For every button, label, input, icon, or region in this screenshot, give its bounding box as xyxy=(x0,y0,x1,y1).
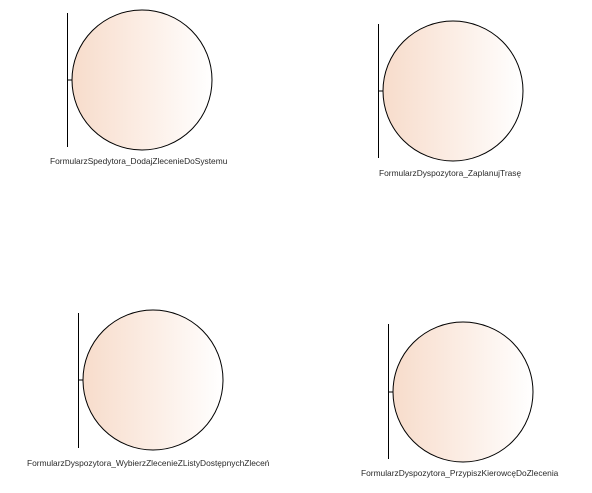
boundary-object-dyspozytora-wybierz-zlecenie[interactable]: FormularzDyspozytora_WybierzZlecenieZLis… xyxy=(27,309,270,468)
boundary-label: FormularzDyspozytora_PrzypiszKierowcęDoZ… xyxy=(361,468,559,478)
boundary-circle xyxy=(392,321,534,463)
boundary-label: FormularzSpedytora_DodajZlecenieDoSystem… xyxy=(50,156,228,166)
boundary-object-dyspozytora-przypisz-kierowce[interactable]: FormularzDyspozytora_PrzypiszKierowcęDoZ… xyxy=(361,321,559,478)
boundary-object-spedytora-dodaj-zlecenie[interactable]: FormularzSpedytora_DodajZlecenieDoSystem… xyxy=(50,9,228,166)
boundary-circle xyxy=(382,20,524,162)
boundary-object-dyspozytora-zaplanuj-trase[interactable]: FormularzDyspozytora_ZaplanujTrasę xyxy=(378,20,524,178)
boundary-circle xyxy=(71,9,213,151)
boundary-label: FormularzDyspozytora_ZaplanujTrasę xyxy=(379,168,521,178)
boundary-label: FormularzDyspozytora_WybierzZlecenieZLis… xyxy=(27,458,270,468)
boundary-circle xyxy=(82,309,224,451)
